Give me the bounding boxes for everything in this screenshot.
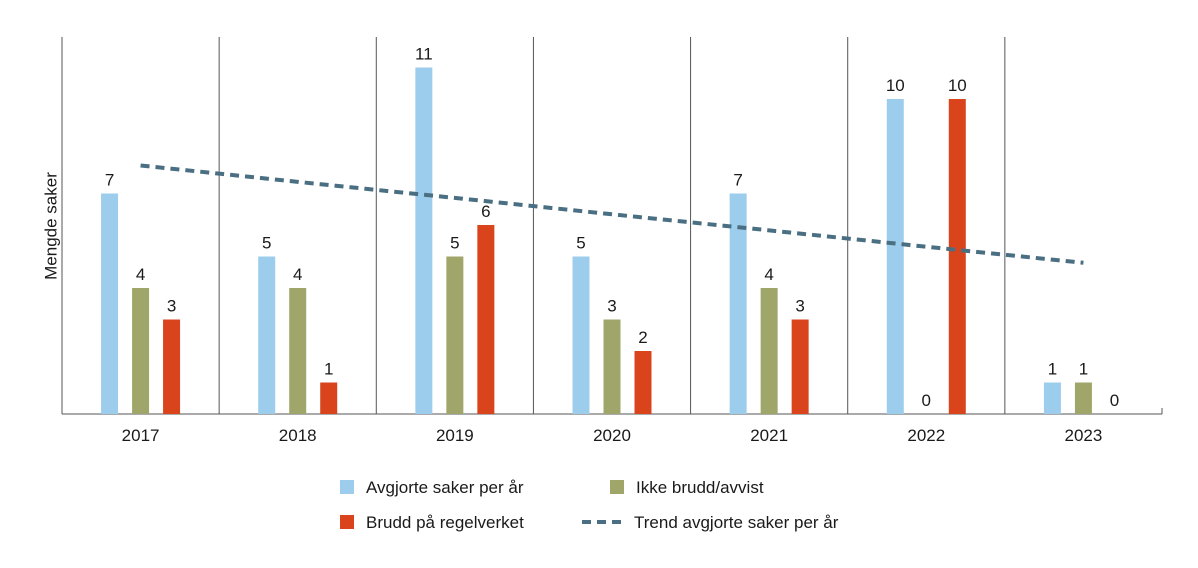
x-tick-label: 2020 — [593, 426, 631, 445]
data-label: 7 — [733, 171, 742, 190]
legend-swatch — [610, 480, 624, 494]
bar — [132, 288, 150, 414]
x-tick-label: 2018 — [279, 426, 317, 445]
bar — [320, 382, 338, 414]
bars — [101, 67, 1092, 414]
data-label: 7 — [105, 171, 114, 190]
trend-line — [140, 163, 1084, 265]
legend-label: Ikke brudd/avvist — [636, 478, 764, 497]
bar — [415, 67, 433, 414]
data-label: 1 — [1079, 360, 1088, 379]
bar — [289, 288, 307, 414]
bar — [948, 99, 966, 414]
data-label: 1 — [1048, 360, 1057, 379]
x-tick-label: 2017 — [122, 426, 160, 445]
data-label: 0 — [922, 391, 931, 410]
x-tick-label: 2019 — [436, 426, 474, 445]
bar — [603, 319, 621, 414]
data-label: 3 — [607, 297, 616, 316]
bar — [572, 256, 590, 414]
bar — [729, 193, 747, 414]
bar — [258, 256, 276, 414]
legend-swatch — [340, 480, 354, 494]
data-label: 2 — [638, 328, 647, 347]
legend: Avgjorte saker per år Ikke brudd/avvist Br… — [340, 478, 839, 532]
x-tick-label: 2022 — [907, 426, 945, 445]
bar — [163, 319, 181, 414]
data-label: 0 — [1110, 391, 1119, 410]
x-tick-label: 2021 — [750, 426, 788, 445]
y-axis-title: Mengde saker — [41, 172, 60, 280]
plot-frame — [61, 37, 1163, 415]
bar — [1074, 382, 1092, 414]
data-label: 11 — [415, 45, 433, 64]
bar — [886, 99, 904, 414]
data-label: 4 — [764, 265, 773, 284]
data-label: 10 — [886, 76, 905, 95]
data-label: 5 — [576, 234, 585, 253]
x-tick-label: 2023 — [1065, 426, 1103, 445]
legend-label: Avgjorte saker per år — [366, 478, 524, 497]
bar — [101, 193, 119, 414]
data-label: 3 — [795, 297, 804, 316]
bar — [477, 225, 495, 414]
bar — [791, 319, 809, 414]
bar — [1043, 382, 1061, 414]
trend-line-group — [140, 163, 1084, 265]
legend-label: Brudd på regelverket — [366, 513, 524, 532]
data-label: 6 — [481, 202, 490, 221]
data-label: 5 — [262, 234, 271, 253]
bar — [446, 256, 464, 414]
data-label: 10 — [948, 76, 967, 95]
bar — [760, 288, 778, 414]
data-label: 3 — [167, 297, 176, 316]
x-tick-labels: 2017 2018 2019 2020 2021 2022 2023 — [122, 426, 1103, 445]
data-label: 5 — [450, 234, 459, 253]
data-label: 4 — [136, 265, 145, 284]
legend-label: Trend avgjorte saker per år — [634, 513, 839, 532]
legend-swatch — [340, 515, 354, 529]
bar — [634, 351, 652, 414]
data-label: 4 — [293, 265, 302, 284]
data-label: 1 — [324, 360, 333, 379]
